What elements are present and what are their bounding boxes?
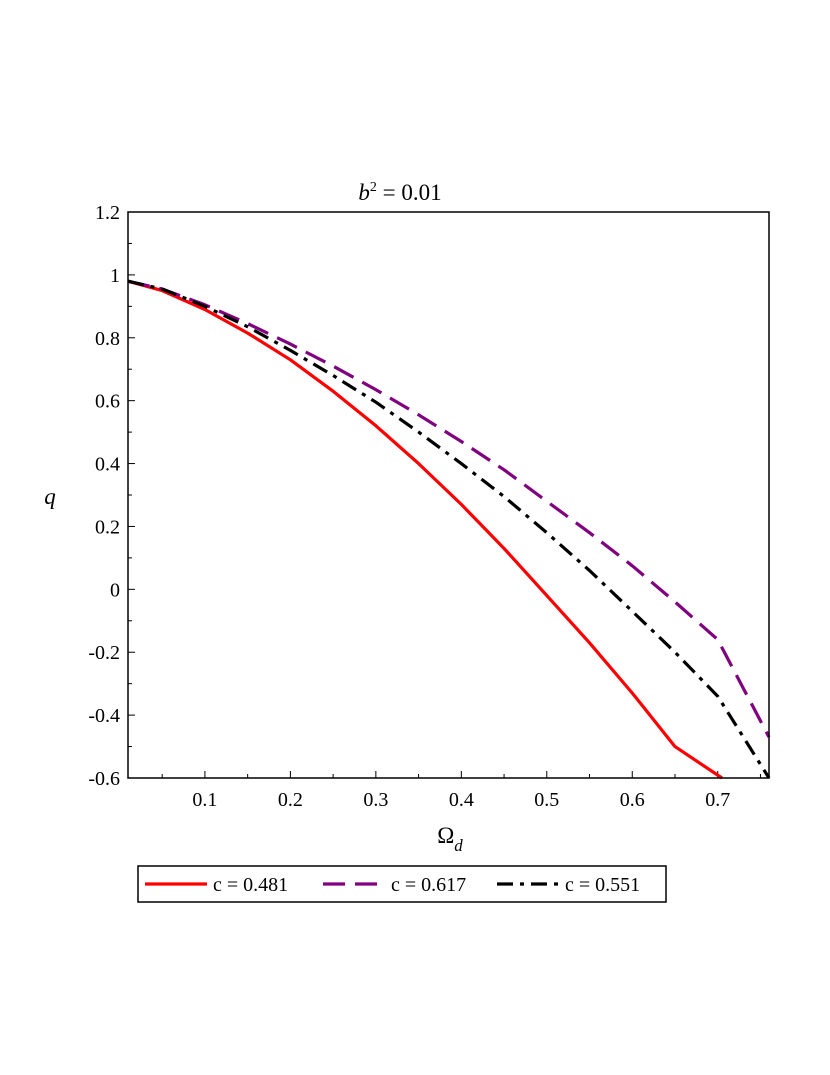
- legend: c = 0.481 c = 0.617 c = 0.551: [137, 865, 667, 903]
- series-line-3: [127, 279, 771, 779]
- y-tick-label: -0.6: [88, 768, 120, 790]
- legend-label-2: c = 0.617: [391, 874, 466, 896]
- y-tick-label: -0.2: [88, 642, 120, 664]
- y-tick-label: 1.2: [95, 202, 120, 224]
- x-tick-label: 0.6: [620, 789, 645, 811]
- y-tick-label: 1: [110, 265, 120, 287]
- chart-title-main: b: [358, 180, 370, 205]
- y-tick-label: -0.4: [88, 705, 120, 727]
- x-axis-label-sub: d: [454, 836, 463, 855]
- chart-title: b2 = 0.01: [358, 180, 441, 205]
- legend-label-3: c = 0.551: [565, 874, 640, 896]
- x-axis-label-main: Ω: [437, 823, 454, 848]
- legend-label-1: c = 0.481: [213, 874, 288, 896]
- chart-title-rest: = 0.01: [377, 180, 442, 205]
- x-tick-label: 0.4: [449, 789, 474, 811]
- plot-frame: [127, 211, 770, 779]
- legend-box: [137, 865, 667, 903]
- y-tick-label: 0.8: [95, 328, 120, 350]
- series-line-2: [127, 279, 771, 738]
- chart-title-sup: 2: [370, 180, 377, 195]
- y-axis-label: q: [44, 484, 56, 509]
- y-tick-label: 0.2: [95, 516, 120, 538]
- y-tick-label: 0.6: [95, 391, 120, 413]
- x-tick-label: 0.2: [278, 789, 303, 811]
- x-tick-label: 0.3: [363, 789, 388, 811]
- y-tick-label: 0.4: [95, 454, 120, 476]
- x-axis-label: Ωd: [437, 823, 463, 855]
- x-tick-label: 0.1: [192, 789, 217, 811]
- x-tick-label: 0.5: [534, 789, 559, 811]
- series-line-1: [127, 279, 723, 780]
- x-tick-label: 0.7: [705, 789, 730, 811]
- y-tick-label: 0: [110, 579, 120, 601]
